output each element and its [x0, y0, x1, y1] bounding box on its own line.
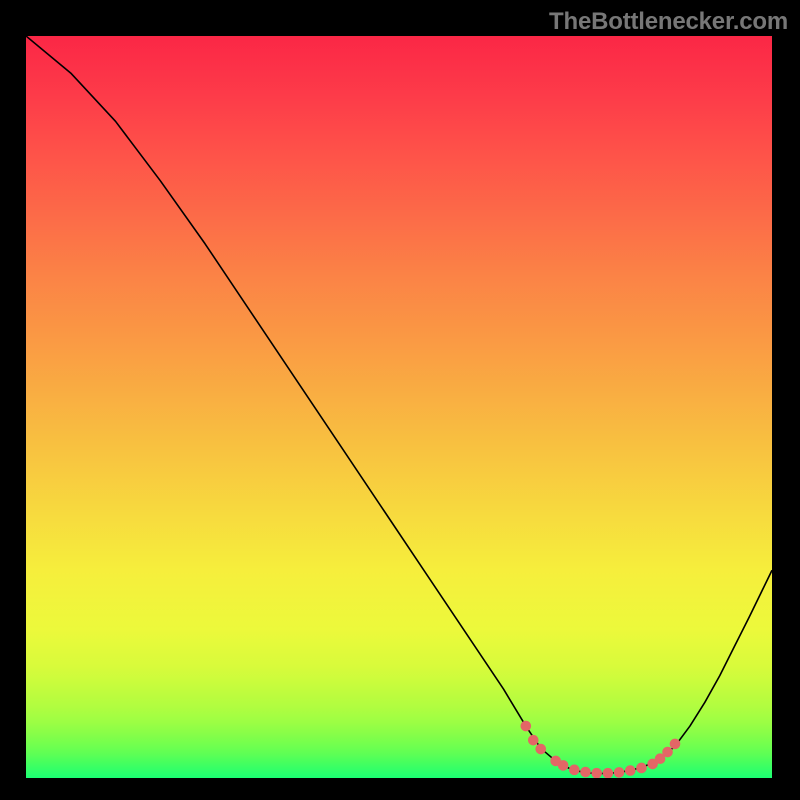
marker-point [528, 735, 538, 745]
marker-point [663, 747, 673, 757]
marker-point [570, 765, 580, 775]
marker-point [625, 766, 635, 776]
marker-point [558, 761, 568, 771]
chart-stage: TheBottlenecker.com [0, 0, 800, 800]
marker-point [603, 768, 613, 778]
marker-point [521, 721, 531, 731]
watermark-text: TheBottlenecker.com [549, 8, 788, 36]
gradient-background [26, 36, 772, 778]
marker-point [670, 739, 680, 749]
marker-point [637, 763, 647, 773]
marker-point [536, 744, 546, 754]
marker-point [614, 768, 624, 778]
marker-point [592, 768, 602, 778]
marker-point [581, 767, 591, 777]
chart-plot [26, 36, 772, 778]
